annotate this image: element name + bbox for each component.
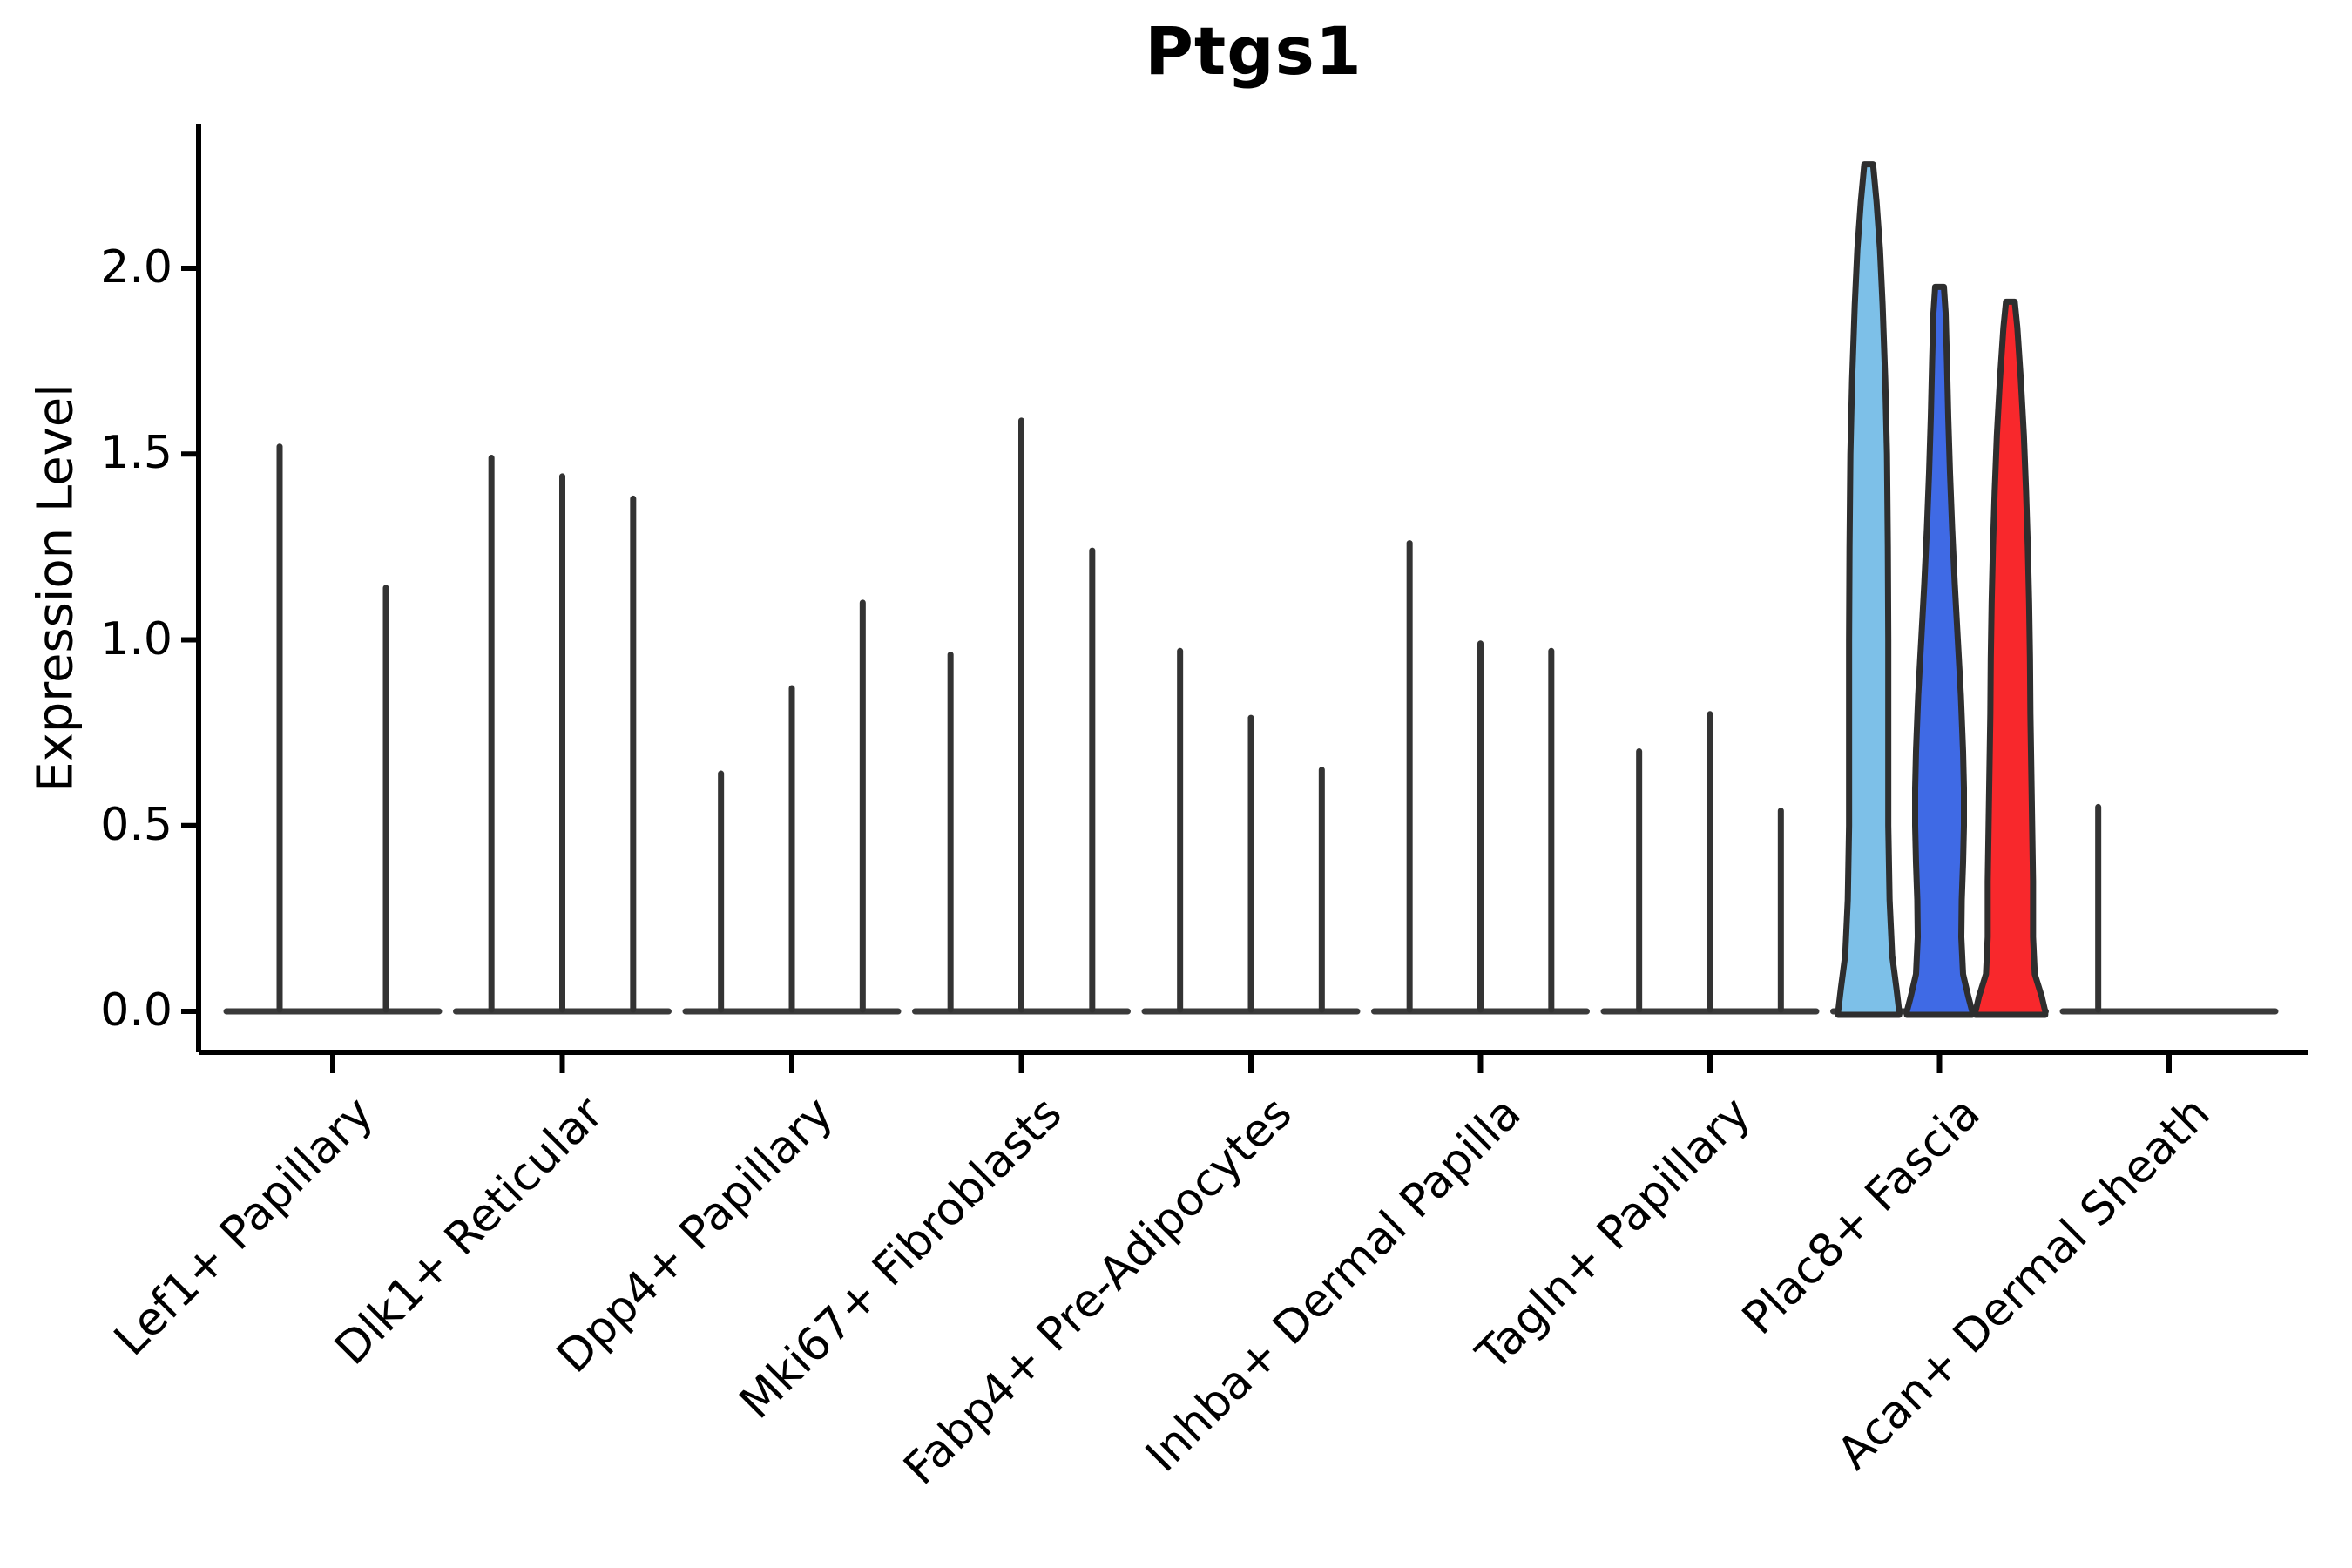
y-tick-label: 0.0	[100, 984, 172, 1037]
highlighted-violin	[1972, 298, 2049, 1018]
y-tick-label: 1.5	[100, 427, 172, 480]
y-tick-label: 0.5	[100, 798, 172, 851]
y-tick-label: 2.0	[100, 241, 172, 294]
chart-title: Ptgs1	[1145, 12, 1362, 90]
highlighted-violin	[1835, 161, 1903, 1018]
highlighted-violin	[1903, 283, 1976, 1018]
y-tick-label: 1.0	[100, 612, 172, 666]
